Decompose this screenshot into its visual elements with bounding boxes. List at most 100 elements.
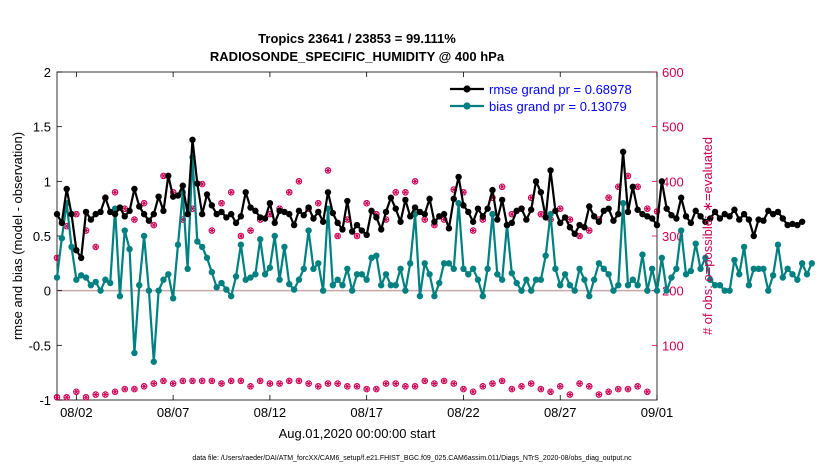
rmse-point [310, 215, 317, 222]
obs-evaluated-stroke [403, 383, 408, 389]
obs-possible-point [131, 216, 138, 223]
rmse-point [237, 213, 245, 220]
obs-evaluated-point [199, 378, 205, 384]
obs-evaluated-point [151, 381, 157, 387]
obs-evaluated-point [586, 383, 592, 389]
obs-evaluated-stroke [248, 228, 253, 234]
obs-possible-point [285, 188, 293, 196]
obs-possible-point [314, 383, 322, 390]
rmse-point [344, 197, 351, 205]
rmse-point [107, 208, 114, 216]
bias-point [310, 265, 317, 272]
bias-point [629, 276, 637, 283]
x-axis-label: Aug.01,2020 00:00:00 start [279, 426, 436, 441]
obs-evaluated-stroke [229, 378, 233, 384]
bias-point [218, 279, 225, 287]
bias-point [600, 265, 607, 272]
obs-evaluated-stroke [355, 383, 359, 389]
obs-evaluated-stroke [326, 167, 330, 173]
obs-evaluated-point [306, 381, 312, 387]
bias-point [673, 265, 680, 272]
obs-evaluated-stroke [152, 222, 156, 228]
bias-point [702, 254, 709, 262]
obs-evaluated-stroke [326, 381, 330, 387]
obs-evaluated-stroke [500, 378, 504, 384]
chart-title-line1: Tropics 23641 / 23853 = 99.111% [258, 31, 456, 46]
obs-evaluated-point [528, 381, 534, 387]
obs-evaluated-point [364, 386, 370, 392]
obs-possible-point [131, 385, 138, 393]
bias-point [610, 287, 617, 294]
obs-evaluated-stroke [316, 383, 321, 389]
bias-point [58, 234, 66, 242]
rmse-point [663, 205, 670, 212]
bias-point [73, 276, 80, 283]
obs-evaluated-point [509, 211, 515, 217]
obs-evaluated-stroke [355, 233, 359, 239]
obs-evaluated-point [470, 389, 476, 395]
obs-evaluated-stroke [287, 189, 291, 195]
obs-evaluated-point [615, 386, 621, 392]
obs-evaluated-stroke [345, 217, 350, 223]
rmse-point [687, 219, 695, 227]
obs-evaluated-point [189, 378, 196, 384]
y-tick-label-left: -1 [39, 393, 51, 408]
obs-possible-point [73, 388, 80, 396]
obs-evaluated-stroke [239, 378, 243, 384]
bias-point [150, 358, 157, 365]
rmse-point [697, 213, 704, 220]
rmse-point [658, 178, 666, 185]
bias-point [769, 272, 777, 279]
bias-point [803, 271, 811, 278]
bias-point [663, 287, 670, 294]
rmse-point [755, 216, 762, 223]
rmse-point [242, 189, 249, 196]
bias-point [257, 236, 264, 243]
obs-evaluated-point [354, 383, 360, 389]
bias-point [639, 251, 646, 258]
rmse-point [731, 206, 738, 213]
obs-evaluated-point [596, 392, 602, 398]
bias-point [697, 265, 704, 272]
obs-evaluated-stroke [597, 392, 601, 398]
rmse-point [286, 210, 293, 218]
rmse-point [615, 210, 622, 218]
obs-evaluated-stroke [568, 217, 572, 223]
bias-point [261, 271, 269, 278]
obs-possible-point [247, 383, 254, 390]
bias-point [726, 287, 733, 294]
rmse-point [169, 193, 177, 200]
obs-possible-point [644, 205, 651, 212]
rmse-point [629, 183, 637, 190]
obs-evaluated-point [209, 378, 215, 384]
obs-possible-point [402, 188, 409, 196]
obs-evaluated-point [344, 383, 350, 389]
obs-evaluated-point [209, 228, 215, 234]
x-tick-label: 08/07 [157, 405, 190, 420]
obs-evaluated-stroke [510, 386, 514, 392]
obs-possible-point [344, 383, 351, 390]
bias-point [237, 241, 245, 248]
rmse-point [189, 136, 196, 143]
y-axis-label-right: # of obs: o=possible; ∗=evaluated [700, 137, 715, 335]
bias-point [382, 271, 390, 278]
obs-evaluated-point [412, 178, 418, 184]
bias-point [774, 241, 782, 248]
bias-point [794, 276, 801, 283]
obs-evaluated-stroke [519, 383, 524, 389]
rmse-point [271, 219, 278, 227]
bias-point [648, 265, 656, 272]
obs-possible-point [111, 388, 119, 396]
y-tick-label-left: -0.5 [29, 338, 51, 353]
obs-possible-point [431, 380, 438, 387]
bias-point [126, 245, 133, 253]
bias-point [445, 260, 453, 267]
obs-evaluated-stroke [84, 394, 88, 400]
obs-evaluated-point [335, 233, 341, 239]
obs-possible-point [605, 388, 612, 396]
obs-possible-point [92, 243, 100, 251]
obs-evaluated-stroke [452, 187, 456, 193]
rmse-point [711, 208, 719, 216]
bias-point [431, 292, 438, 300]
obs-evaluated-stroke [113, 189, 117, 195]
